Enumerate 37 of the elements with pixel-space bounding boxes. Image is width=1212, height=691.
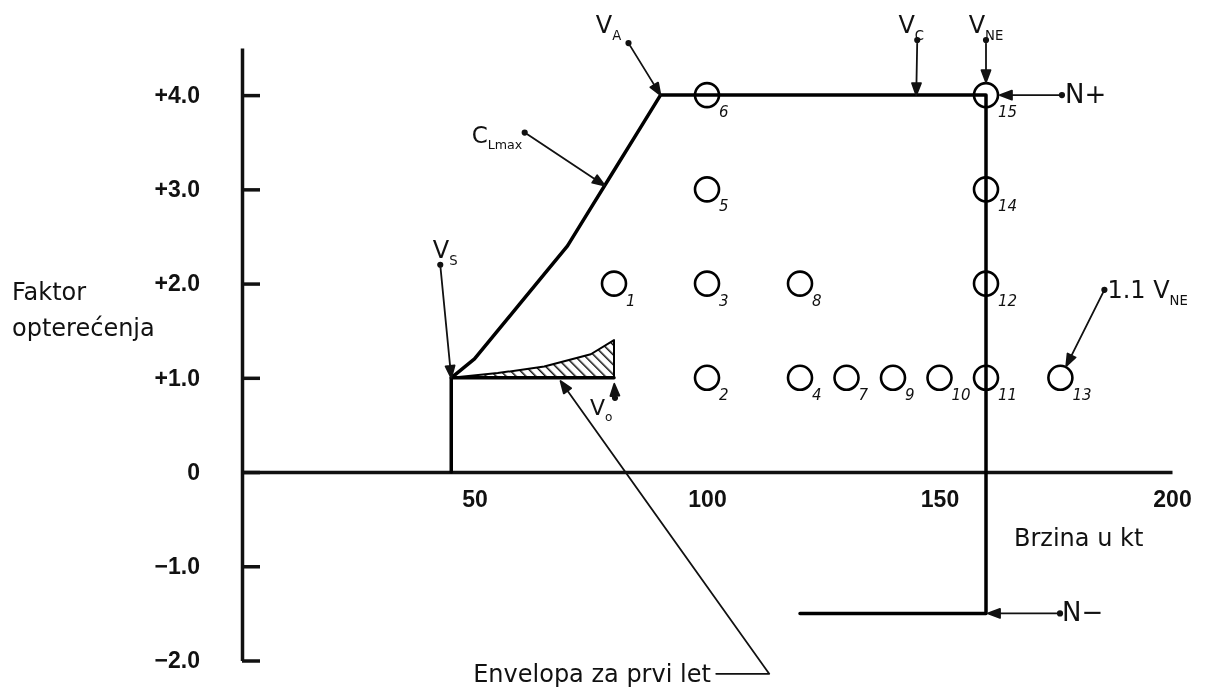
annotation: 14 xyxy=(998,197,1018,216)
y-tick-label: 0 xyxy=(187,458,200,485)
annotation: N+ xyxy=(1064,79,1107,110)
y-tick-label: −2.0 xyxy=(154,647,200,674)
annotation: 6 xyxy=(719,103,729,122)
annotation: 12 xyxy=(998,291,1018,310)
y-axis-title: Faktor opterećenja xyxy=(12,278,155,342)
annotation: 7 xyxy=(858,385,869,404)
annotation: 4 xyxy=(812,385,822,404)
x-tick-label: 200 xyxy=(1153,486,1192,513)
annotation: V$_{S}$ xyxy=(432,235,458,268)
y-tick-label: +1.0 xyxy=(154,364,200,391)
annotation: 1.1 V$_{NE}$ xyxy=(1107,275,1188,308)
y-tick-label: +3.0 xyxy=(154,176,200,203)
x-tick-label: 100 xyxy=(688,486,727,513)
annotation: V$_{NE}$ xyxy=(968,11,1004,43)
annotation: V$_{o}$ xyxy=(590,394,613,424)
annotation: 10 xyxy=(951,385,971,404)
annotation: Envelopa za prvi let xyxy=(473,659,711,688)
y-tick-label: +4.0 xyxy=(154,81,200,108)
x-axis-title: Brzina u kt xyxy=(1014,524,1144,553)
annotation: 8 xyxy=(812,291,822,310)
annotation: 3 xyxy=(719,291,729,310)
annotation: 1 xyxy=(626,291,636,310)
y-tick-label: −1.0 xyxy=(154,553,200,580)
annotation: 2 xyxy=(719,385,729,404)
annotation: N− xyxy=(1062,597,1104,628)
annotation: 9 xyxy=(905,385,915,404)
annotation: 13 xyxy=(1072,385,1092,404)
annotation: C$_{Lmax}$ xyxy=(471,121,523,153)
y-tick-label: +2.0 xyxy=(154,270,200,297)
annotation: 5 xyxy=(719,197,729,216)
x-tick-label: 150 xyxy=(920,486,960,513)
x-tick-label: 50 xyxy=(462,486,488,513)
annotation: V$_{A}$ xyxy=(595,11,622,43)
annotation: 11 xyxy=(998,385,1018,404)
annotation: 15 xyxy=(998,103,1018,122)
